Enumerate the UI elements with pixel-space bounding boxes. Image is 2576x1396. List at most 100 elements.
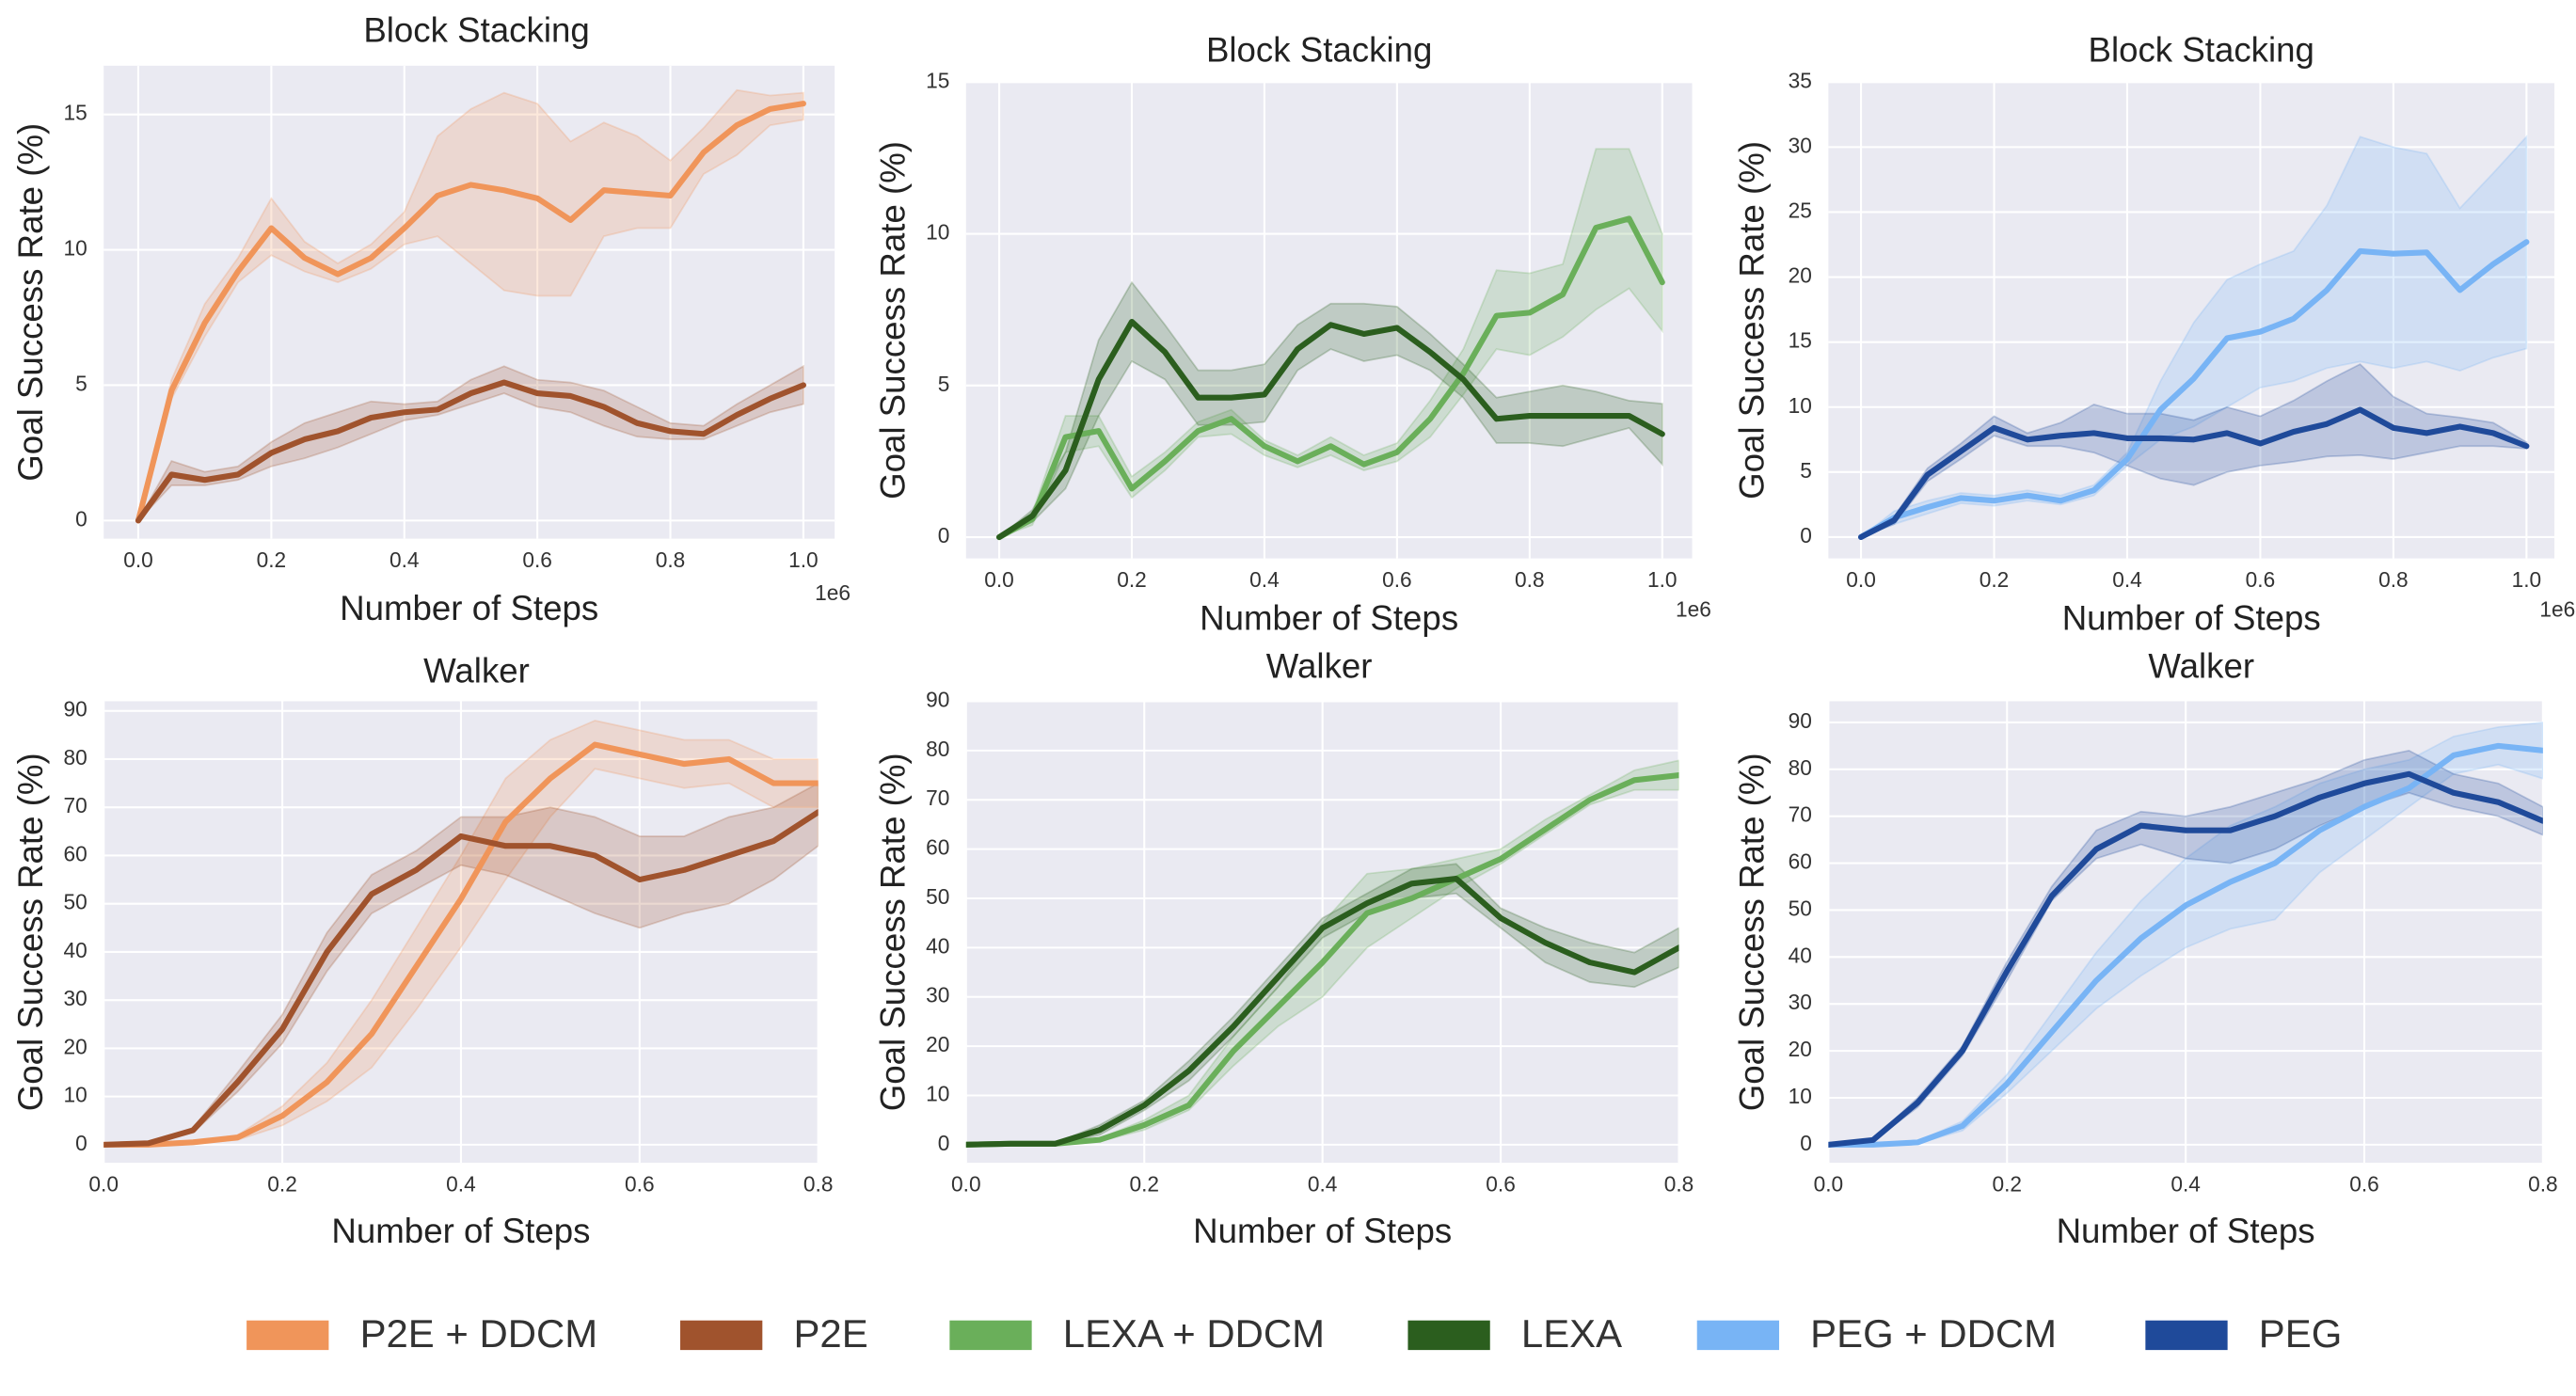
y-tick-label: 10 bbox=[64, 236, 87, 261]
x-offset-label: 1e6 bbox=[1676, 596, 1711, 621]
y-tick-label: 15 bbox=[64, 101, 87, 125]
y-tick-label: 20 bbox=[1789, 263, 1812, 288]
y-axis-label: Goal Success Rate (%) bbox=[11, 753, 50, 1111]
y-tick-label: 0 bbox=[938, 1131, 950, 1155]
x-offset-label: 1e6 bbox=[815, 580, 851, 605]
legend-label: PEG + DDCM bbox=[1810, 1311, 2057, 1356]
y-tick-label: 90 bbox=[64, 697, 87, 722]
x-tick-label: 0.4 bbox=[390, 547, 420, 572]
legend-swatch bbox=[1407, 1320, 1490, 1351]
x-tick-label: 1.0 bbox=[788, 547, 819, 572]
x-tick-label: 0.0 bbox=[123, 547, 153, 572]
y-tick-label: 40 bbox=[64, 938, 87, 962]
legend-swatch bbox=[680, 1320, 763, 1351]
legend-swatch bbox=[2145, 1320, 2228, 1351]
chart-title: Block Stacking bbox=[1206, 31, 1432, 70]
x-axis-label: Number of Steps bbox=[1200, 599, 1458, 638]
y-tick-label: 60 bbox=[1789, 849, 1812, 874]
x-tick-label: 0.2 bbox=[1980, 567, 2010, 592]
y-axis-label: Goal Success Rate (%) bbox=[873, 753, 912, 1111]
x-axis-label: Number of Steps bbox=[2057, 1212, 2315, 1250]
chart-title: Walker bbox=[423, 651, 530, 690]
plot-area bbox=[995, 148, 1665, 541]
line bbox=[1857, 239, 2530, 540]
series-group bbox=[995, 148, 1665, 541]
y-tick-label: 40 bbox=[1789, 943, 1812, 967]
x-axis-label: Number of Steps bbox=[1193, 1212, 1452, 1250]
y-tick-label: 30 bbox=[1789, 133, 1812, 157]
plot-area bbox=[103, 720, 819, 1148]
line bbox=[135, 101, 806, 524]
x-tick-label: 0.0 bbox=[984, 567, 1014, 592]
y-axis-label: Goal Success Rate (%) bbox=[11, 123, 50, 482]
series-group bbox=[1857, 135, 2530, 540]
x-tick-label: 0.6 bbox=[1486, 1172, 1516, 1197]
line bbox=[965, 875, 1679, 1148]
x-tick-label: 0.0 bbox=[88, 1172, 119, 1197]
line bbox=[135, 379, 806, 524]
y-tick-label: 5 bbox=[938, 372, 950, 396]
x-offset-label: 1e6 bbox=[2539, 596, 2575, 621]
x-axis-label: Number of Steps bbox=[331, 1212, 590, 1250]
line bbox=[995, 215, 1665, 541]
x-tick-label: 0.2 bbox=[267, 1172, 297, 1197]
x-tick-label: 0.4 bbox=[2171, 1172, 2201, 1197]
x-tick-label: 0.0 bbox=[1814, 1172, 1844, 1197]
line bbox=[103, 809, 819, 1148]
x-tick-label: 0.2 bbox=[257, 547, 287, 572]
legend-swatch bbox=[949, 1320, 1032, 1351]
legend-label: P2E + DDCM bbox=[360, 1311, 598, 1356]
x-tick-label: 1.0 bbox=[2512, 567, 2542, 592]
y-tick-label: 20 bbox=[64, 1034, 87, 1058]
y-tick-label: 50 bbox=[64, 890, 87, 914]
y-tick-label: 30 bbox=[1789, 990, 1812, 1014]
chart-title: Walker bbox=[1266, 646, 1373, 685]
x-tick-label: 0.6 bbox=[2349, 1172, 2379, 1197]
x-tick-label: 0.6 bbox=[625, 1172, 655, 1197]
legend-label: LEXA + DDCM bbox=[1063, 1311, 1325, 1356]
x-tick-label: 0.4 bbox=[446, 1172, 476, 1197]
y-tick-label: 25 bbox=[1789, 198, 1812, 222]
y-tick-label: 90 bbox=[926, 687, 949, 711]
y-tick-label: 50 bbox=[926, 884, 949, 909]
legend-swatch bbox=[246, 1320, 329, 1351]
y-tick-label: 5 bbox=[75, 371, 87, 395]
x-tick-label: 0.8 bbox=[2378, 567, 2409, 592]
legend-swatch bbox=[1696, 1320, 1780, 1351]
line bbox=[1828, 770, 2543, 1148]
x-tick-label: 0.4 bbox=[2112, 567, 2142, 592]
plot-area bbox=[965, 759, 1679, 1148]
y-tick-label: 20 bbox=[926, 1032, 949, 1056]
x-tick-label: 0.6 bbox=[1382, 567, 1412, 592]
y-axis-label: Goal Success Rate (%) bbox=[873, 141, 912, 500]
legend-label: P2E bbox=[793, 1311, 867, 1356]
line bbox=[965, 771, 1679, 1148]
y-tick-label: 10 bbox=[926, 1081, 949, 1105]
series-group bbox=[103, 720, 819, 1148]
legend-label: LEXA bbox=[1521, 1311, 1622, 1356]
plot-area bbox=[1857, 135, 2530, 540]
y-tick-label: 0 bbox=[1800, 523, 1812, 547]
confidence-band bbox=[103, 782, 819, 1146]
y-tick-label: 40 bbox=[926, 933, 949, 958]
x-axis-label: Number of Steps bbox=[340, 589, 598, 627]
y-tick-label: 0 bbox=[75, 1131, 87, 1155]
axes-background bbox=[965, 82, 1693, 559]
plot-area bbox=[135, 88, 806, 524]
y-tick-label: 90 bbox=[1789, 708, 1812, 733]
plot-area bbox=[1828, 722, 2543, 1148]
series-group bbox=[1828, 722, 2543, 1148]
confidence-band bbox=[103, 720, 819, 1146]
x-tick-label: 0.0 bbox=[951, 1172, 981, 1197]
y-tick-label: 70 bbox=[1789, 802, 1812, 827]
y-tick-label: 10 bbox=[64, 1083, 87, 1107]
y-tick-label: 30 bbox=[64, 986, 87, 1010]
y-tick-label: 20 bbox=[1789, 1037, 1812, 1061]
series-group bbox=[965, 759, 1679, 1148]
x-tick-label: 0.6 bbox=[522, 547, 552, 572]
y-tick-label: 50 bbox=[1789, 896, 1812, 920]
y-tick-label: 5 bbox=[1800, 458, 1812, 483]
chart-title: Block Stacking bbox=[2088, 31, 2314, 70]
y-tick-label: 70 bbox=[64, 793, 87, 817]
